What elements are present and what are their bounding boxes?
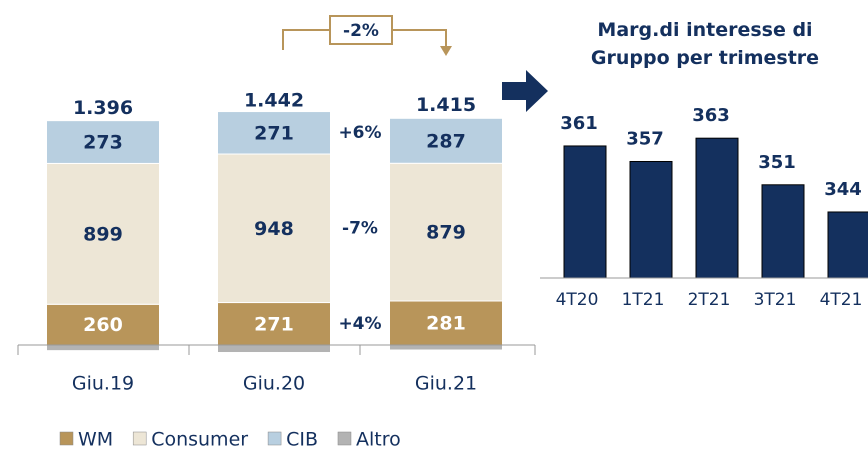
legend-label: Consumer [151, 429, 248, 449]
value-label: 351 [758, 152, 796, 173]
x-tick-label: 4T20 [556, 290, 599, 310]
segment-label: 271 [254, 122, 294, 144]
x-tick-label: Giu.20 [243, 373, 305, 395]
segment-label: 899 [83, 223, 123, 245]
bar-segment [217, 111, 331, 155]
annotation: -2% [343, 21, 379, 41]
x-tick-label: Giu.19 [72, 373, 134, 395]
annotation: +4% [338, 314, 381, 334]
bar-segment [389, 162, 503, 302]
bar [761, 184, 805, 279]
bar [563, 145, 607, 279]
x-tick-label: 1T21 [622, 290, 665, 310]
value-label: 344 [824, 179, 862, 200]
x-tick-label: 3T21 [754, 290, 797, 310]
legend-swatch [337, 431, 352, 446]
bracket-arrow [440, 46, 452, 56]
bar-segment [217, 344, 331, 354]
x-tick-label: 2T21 [688, 290, 731, 310]
annotation: -7% [342, 218, 378, 238]
legend-swatch [59, 431, 74, 446]
legend-label: CIB [286, 429, 318, 449]
value-label: 357 [626, 128, 664, 149]
segment-label: 271 [254, 313, 294, 335]
chart-title: Marg.di interesse di Gruppo per trimestr… [590, 19, 820, 69]
total-label: 1.442 [244, 90, 304, 112]
bar-segment [46, 162, 160, 305]
bar-segment [217, 302, 331, 346]
x-tick-label: 4T21 [820, 290, 863, 310]
arrow [502, 70, 548, 112]
total-label: 1.396 [73, 97, 133, 119]
segment-label: 281 [426, 312, 466, 334]
bar-segment [389, 300, 503, 346]
value-label: 363 [692, 105, 730, 126]
segment-label: 948 [254, 218, 294, 240]
bar-segment [389, 117, 503, 164]
annotation: +6% [338, 123, 381, 143]
total-label: 1.415 [416, 94, 476, 116]
legend-label: Altro [356, 429, 401, 449]
segment-label: 273 [83, 132, 123, 154]
segment-label: 287 [426, 130, 466, 152]
bar-segment [46, 344, 160, 352]
change-box [329, 15, 393, 45]
segment-label: 260 [83, 314, 123, 336]
legend-swatch [267, 431, 282, 446]
legend-label: WM [78, 429, 113, 449]
bar-segment [389, 344, 503, 351]
bar [827, 211, 868, 279]
legend-swatch [132, 431, 147, 446]
bracket [282, 29, 447, 50]
bar-segment [46, 120, 160, 164]
segment-label: 879 [426, 222, 466, 244]
bar [629, 160, 673, 279]
bar [695, 137, 739, 279]
value-label: 361 [560, 113, 598, 134]
bar-segment [217, 153, 331, 304]
x-tick-label: Giu.21 [415, 373, 477, 395]
